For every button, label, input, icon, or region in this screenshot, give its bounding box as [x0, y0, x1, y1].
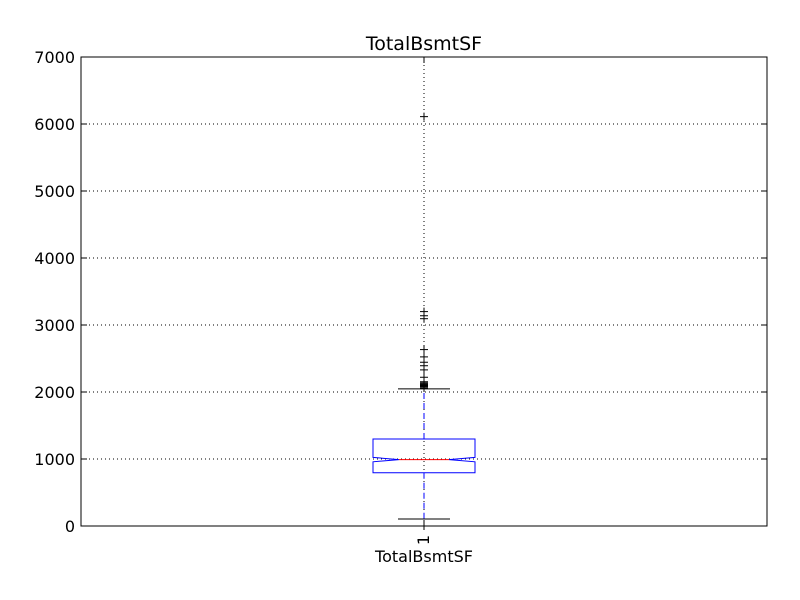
y-tick-label-5000: 5000 — [34, 182, 75, 201]
y-tick-label-7000: 7000 — [34, 48, 75, 67]
flier-point-16 — [420, 345, 428, 354]
box-iqr — [372, 438, 476, 474]
y-tick-label-6000: 6000 — [34, 115, 75, 134]
x-axis-label: TotalBsmtSF — [374, 547, 473, 566]
flier-point-19 — [420, 307, 428, 316]
x-tick-label-1: 1 — [414, 535, 433, 545]
y-tick-label-0: 0 — [65, 517, 75, 536]
y-tick-label-3000: 3000 — [34, 316, 75, 335]
y-tick-label-4000: 4000 — [34, 249, 75, 268]
axes: 0 1000 2000 3000 4000 5000 6000 7000 1 — [34, 48, 768, 545]
chart-title: TotalBsmtSF — [365, 33, 482, 55]
y-tick-label-2000: 2000 — [34, 383, 75, 402]
axes-frame — [80, 56, 768, 527]
flier-point-20 — [420, 112, 428, 121]
y-tick-label-1000: 1000 — [34, 450, 75, 469]
flier-point-11 — [420, 373, 428, 382]
flier-point-15 — [420, 352, 428, 361]
